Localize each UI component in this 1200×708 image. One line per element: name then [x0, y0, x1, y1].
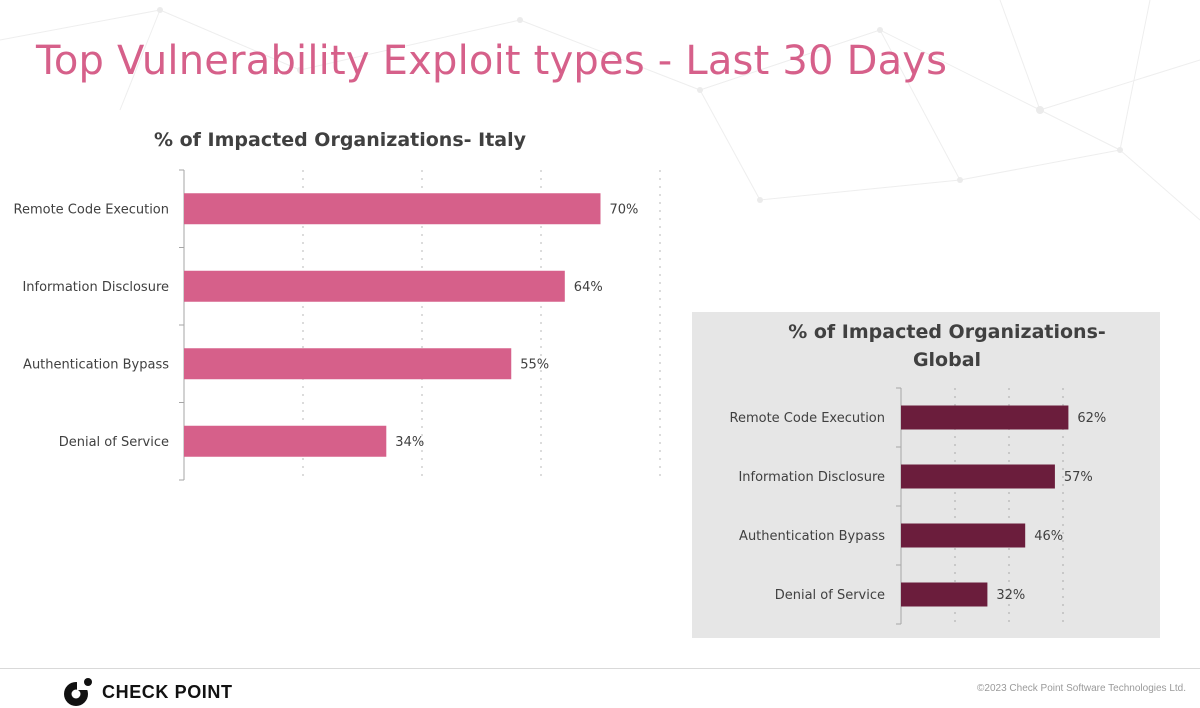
value-label: 32% [996, 588, 1025, 603]
category-label: Information Disclosure [738, 470, 885, 485]
italy-bar-chart: % of Impacted Organizations- Italy Remote… [14, 129, 661, 481]
chart-title-line: Global [913, 349, 981, 371]
footer-divider [0, 668, 1200, 669]
check-point-logo: CHECK POINT [62, 676, 233, 708]
category-label: Denial of Service [59, 435, 169, 450]
chart-title-line: % of Impacted Organizations- Italy [154, 129, 527, 151]
value-label: 55% [520, 357, 549, 372]
value-label: 46% [1034, 529, 1063, 544]
category-label: Authentication Bypass [739, 529, 885, 544]
chart-title-line: % of Impacted Organizations- [788, 321, 1106, 343]
bar-denial-of-service [901, 582, 988, 607]
bar-denial-of-service [184, 425, 387, 457]
category-label: Remote Code Execution [730, 411, 886, 426]
value-label: 70% [610, 202, 639, 217]
bar-remote-code-execution [184, 193, 601, 225]
value-label: 57% [1064, 470, 1093, 485]
global-bar-chart: % of Impacted Organizations- Global Remote… [730, 321, 1106, 625]
category-label: Remote Code Execution [14, 202, 170, 217]
bar-authentication-bypass [184, 348, 512, 380]
value-label: 64% [574, 280, 603, 295]
bar-information-disclosure [184, 270, 565, 302]
bar-authentication-bypass [901, 523, 1026, 548]
slide-title: Top Vulnerability Exploit types - Last 3… [36, 38, 948, 84]
bar-remote-code-execution [901, 405, 1069, 430]
bar-information-disclosure [901, 464, 1055, 489]
category-label: Denial of Service [775, 588, 885, 603]
value-label: 62% [1077, 411, 1106, 426]
category-label: Authentication Bypass [23, 357, 169, 372]
copyright-text: ©2023 Check Point Software Technologies … [977, 683, 1186, 694]
value-label: 34% [395, 435, 424, 450]
category-label: Information Disclosure [22, 280, 169, 295]
check-point-logo-icon [64, 678, 92, 706]
logo-text: CHECK POINT [102, 681, 233, 702]
